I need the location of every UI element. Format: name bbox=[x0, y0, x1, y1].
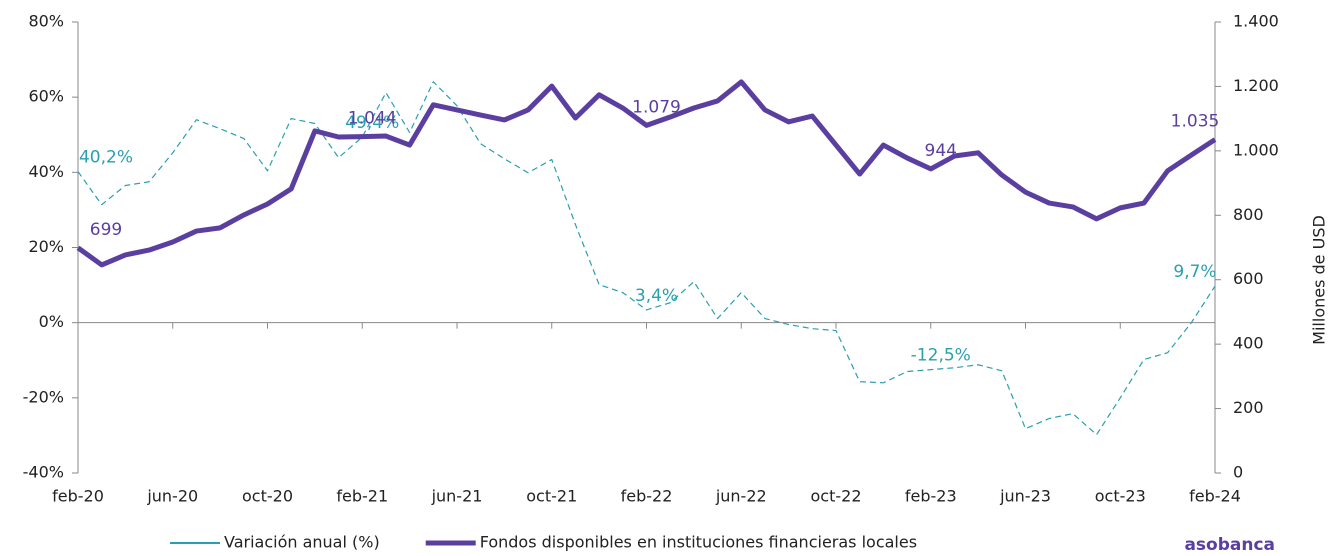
x-tick-label: oct-23 bbox=[1095, 487, 1146, 506]
y-tick-label: -40% bbox=[23, 463, 64, 482]
x-tick-label: oct-21 bbox=[526, 487, 577, 506]
y2-tick-label: 1.400 bbox=[1233, 12, 1279, 31]
x-tick-label: feb-20 bbox=[52, 487, 104, 506]
x-tick-label: feb-24 bbox=[1189, 487, 1241, 506]
y-tick-label: 60% bbox=[28, 87, 64, 106]
y2-tick-label: 600 bbox=[1233, 269, 1264, 288]
x-tick-label: oct-20 bbox=[242, 487, 293, 506]
data-label: 49,4% bbox=[345, 113, 399, 133]
x-tick-label: jun-20 bbox=[146, 487, 198, 506]
series-line bbox=[76, 79, 1217, 268]
x-tick-label: feb-23 bbox=[905, 487, 957, 506]
y2-tick-label: 800 bbox=[1233, 205, 1264, 224]
x-tick-label: jun-22 bbox=[715, 487, 767, 506]
x-tick-label: jun-21 bbox=[431, 487, 483, 506]
data-label: 9,7% bbox=[1173, 262, 1216, 282]
y-tick-label: 40% bbox=[28, 162, 64, 181]
x-tick-label: feb-22 bbox=[621, 487, 673, 506]
x-tick-label: jun-23 bbox=[999, 487, 1051, 506]
data-label: 1.079 bbox=[632, 97, 681, 117]
data-label: 1.044 bbox=[348, 109, 397, 129]
y2-axis-label: Millones de USD bbox=[1310, 215, 1329, 345]
data-label: -12,5% bbox=[911, 346, 971, 366]
legend-label: Fondos disponibles en instituciones fina… bbox=[480, 533, 917, 552]
y2-tick-label: 400 bbox=[1233, 334, 1264, 353]
y2-tick-label: 1.000 bbox=[1233, 140, 1279, 159]
x-tick-label: oct-22 bbox=[811, 487, 862, 506]
logo: asobanca bbox=[1184, 535, 1275, 555]
x-tick-label: feb-21 bbox=[336, 487, 388, 506]
y2-tick-label: 200 bbox=[1233, 398, 1264, 417]
legend-label: Variación anual (%) bbox=[224, 533, 380, 552]
y2-tick-label: 1.200 bbox=[1233, 76, 1279, 95]
y-tick-label: 0% bbox=[39, 312, 64, 331]
y-tick-label: 20% bbox=[28, 237, 64, 256]
data-label: 1.035 bbox=[1171, 112, 1220, 132]
y2-tick-label: 0 bbox=[1233, 463, 1243, 482]
series-line bbox=[77, 81, 1216, 436]
data-label: 699 bbox=[90, 220, 122, 240]
y-tick-label: -20% bbox=[23, 387, 64, 406]
y-tick-label: 80% bbox=[28, 12, 64, 31]
data-label: 40,2% bbox=[79, 148, 133, 168]
data-label: 3,4% bbox=[635, 286, 678, 306]
data-label: 944 bbox=[925, 141, 957, 161]
